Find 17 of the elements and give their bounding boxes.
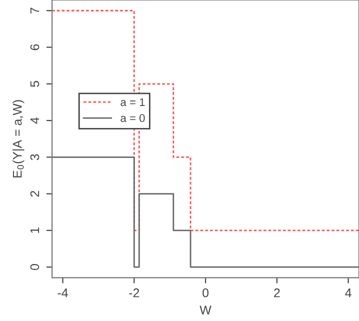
x-axis-title: W xyxy=(200,306,212,314)
x-tick-label: -2 xyxy=(129,288,140,298)
x-tick-label: 2 xyxy=(274,288,280,298)
y-axis-title: E$_{0}$(Y|A = a,W) xyxy=(12,100,24,178)
y-tick-label: 3 xyxy=(30,154,40,160)
y-tick-label: 1 xyxy=(30,228,40,233)
y-tick-label: 0 xyxy=(30,264,40,270)
legend-label: a = 1 xyxy=(120,98,145,106)
y-tick-label: 6 xyxy=(30,44,40,50)
y-tick-label: 7 xyxy=(30,8,40,14)
x-tick-label: -4 xyxy=(58,288,68,298)
legend-label: a = 0 xyxy=(120,114,145,122)
y-tick-label: 5 xyxy=(30,80,40,87)
x-tick-label: 4 xyxy=(345,288,352,298)
y-tick-label: 2 xyxy=(30,190,40,197)
y-tick-label: 4 xyxy=(30,117,40,124)
x-tick-label: 0 xyxy=(202,288,209,298)
